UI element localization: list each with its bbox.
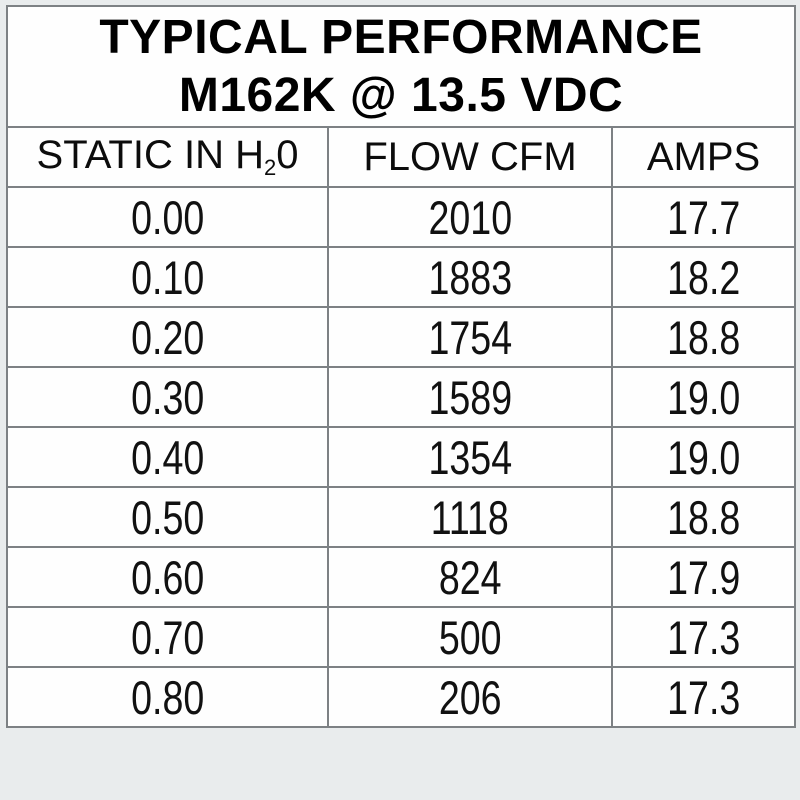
static-value: 0.60 <box>6 546 329 608</box>
table-row: 0.60 824 17.9 <box>6 546 796 608</box>
static-value: 0.00 <box>6 186 329 248</box>
amps-value: 17.3 <box>611 606 796 668</box>
column-header-flow: FLOW CFM <box>327 126 613 188</box>
flow-value: 500 <box>327 606 613 668</box>
flow-value: 2010 <box>327 186 613 248</box>
table-title: TYPICAL PERFORMANCE M162K @ 13.5 VDC <box>6 5 796 128</box>
h2o-subscript: 2 <box>263 155 277 180</box>
static-value: 0.20 <box>6 306 329 368</box>
column-header-static: STATIC IN H20 <box>6 126 329 188</box>
table-title-line2: M162K @ 13.5 VDC <box>178 68 624 122</box>
static-value: 0.50 <box>6 486 329 548</box>
table-row: 0.30 1589 19.0 <box>6 366 796 428</box>
flow-value: 206 <box>327 666 613 728</box>
static-value: 0.70 <box>6 606 329 668</box>
title-row: TYPICAL PERFORMANCE M162K @ 13.5 VDC <box>6 5 796 128</box>
table-row: 0.70 500 17.3 <box>6 606 796 668</box>
flow-value: 1589 <box>327 366 613 428</box>
performance-table: TYPICAL PERFORMANCE M162K @ 13.5 VDC STA… <box>6 5 796 728</box>
static-value: 0.40 <box>6 426 329 488</box>
table-row: 0.80 206 17.3 <box>6 666 796 728</box>
amps-value: 18.2 <box>611 246 796 308</box>
performance-table-container: TYPICAL PERFORMANCE M162K @ 13.5 VDC STA… <box>6 5 796 728</box>
static-value: 0.10 <box>6 246 329 308</box>
amps-value: 18.8 <box>611 486 796 548</box>
column-header-amps: AMPS <box>611 126 796 188</box>
flow-value: 1354 <box>327 426 613 488</box>
amps-value: 17.3 <box>611 666 796 728</box>
table-row: 0.10 1883 18.2 <box>6 246 796 308</box>
amps-value: 17.7 <box>611 186 796 248</box>
amps-value: 18.8 <box>611 306 796 368</box>
flow-value: 1883 <box>327 246 613 308</box>
static-value: 0.30 <box>6 366 329 428</box>
table-title-line1: TYPICAL PERFORMANCE <box>99 10 703 64</box>
flow-value: 824 <box>327 546 613 608</box>
table-row: 0.20 1754 18.8 <box>6 306 796 368</box>
static-value: 0.80 <box>6 666 329 728</box>
amps-value: 19.0 <box>611 366 796 428</box>
flow-value: 1754 <box>327 306 613 368</box>
amps-value: 17.9 <box>611 546 796 608</box>
table-row: 0.00 2010 17.7 <box>6 186 796 248</box>
table-row: 0.50 1118 18.8 <box>6 486 796 548</box>
table-row: 0.40 1354 19.0 <box>6 426 796 488</box>
flow-value: 1118 <box>327 486 613 548</box>
header-row: STATIC IN H20 FLOW CFM AMPS <box>6 126 796 188</box>
amps-value: 19.0 <box>611 426 796 488</box>
